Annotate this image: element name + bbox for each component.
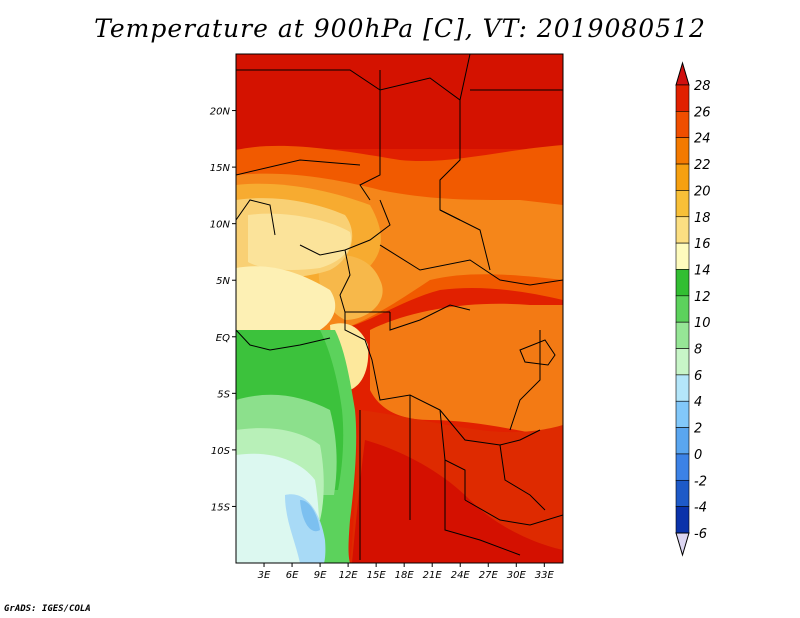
map-title: Temperature at 900hPa [C], VT: 201908051…: [94, 14, 706, 43]
colorbar-swatch: [675, 137, 690, 165]
lat-tick-label: 20N: [210, 107, 231, 118]
lon-tick-label: 6E: [286, 570, 299, 581]
colorbar-swatch: [675, 216, 690, 244]
colorbar-top-arrow: [675, 61, 690, 86]
lat-tick-label: 15N: [210, 163, 231, 174]
country-borders: [236, 54, 563, 560]
colorbar-level-label: 8: [694, 343, 702, 358]
colorbar-swatch: [675, 111, 690, 139]
lon-tick-label: 33E: [535, 570, 555, 581]
colorbar-level-label: -2: [694, 474, 707, 489]
lon-tick-label: 3E: [258, 570, 271, 581]
colorbar-level-label: 2: [694, 422, 702, 437]
colorbar-swatch: [675, 190, 690, 218]
colorbar-level-label: 4: [694, 395, 702, 410]
colorbar-level-label: 16: [694, 237, 711, 252]
colorbar-swatch: [675, 427, 690, 455]
colorbar-level-label: 22: [694, 158, 711, 173]
colorbar-swatch: [675, 242, 690, 270]
colorbar-swatch: [675, 84, 690, 112]
lat-tick-label: 15S: [211, 502, 231, 513]
colorbar-swatch: [675, 453, 690, 481]
lat-tick-label: 5N: [216, 276, 230, 287]
lon-tick-label: 9E: [314, 570, 327, 581]
lon-tick-label: 18E: [395, 570, 415, 581]
lat-tick-label: 5S: [217, 389, 230, 400]
colorbar-level-label: 10: [694, 316, 711, 331]
colorbar-swatch: [675, 479, 690, 507]
grads-credit: GrADS: IGES/COLA: [4, 604, 91, 614]
colorbar-swatch: [675, 400, 690, 428]
colorbar-level-label: 28: [694, 79, 711, 94]
lat-tick-label: 10S: [211, 446, 231, 457]
colorbar-level-label: -4: [694, 501, 707, 516]
lon-tick-label: 27E: [479, 570, 499, 581]
colorbar-level-label: -6: [694, 527, 707, 542]
colorbar-swatch: [675, 348, 690, 376]
latitude-axis: 20N 15N 10N 5N EQ 5S 10S 15S: [210, 107, 236, 513]
colorbar-swatch: [675, 321, 690, 349]
colorbar-level-label: 14: [694, 263, 711, 278]
longitude-axis: 3E 6E 9E 12E 15E 18E 21E 24E 27E 30E 33E: [258, 563, 555, 581]
lon-tick-label: 12E: [339, 570, 359, 581]
colorbar-level-label: 26: [694, 105, 711, 120]
colorbar-level-label: 24: [694, 132, 711, 147]
lon-tick-label: 15E: [367, 570, 387, 581]
colorbar-level-label: 0: [694, 448, 702, 463]
colorbar-bottom-arrow: [675, 532, 690, 557]
colorbar-level-label: 6: [694, 369, 702, 384]
colorbar-swatch: [675, 163, 690, 191]
colorbar-level-label: 20: [694, 184, 711, 199]
lon-tick-label: 30E: [507, 570, 527, 581]
map-frame: [235, 53, 564, 564]
colorbar-level-label: 12: [694, 290, 711, 305]
colorbar-level-label: 18: [694, 211, 711, 226]
temperature-field: [236, 54, 563, 563]
lon-tick-label: 21E: [423, 570, 443, 581]
lon-tick-label: 24E: [451, 570, 471, 581]
lat-tick-label: EQ: [216, 333, 230, 344]
colorbar-swatch: [675, 506, 690, 534]
colorbar-swatch: [675, 269, 690, 297]
colorbar-swatch: [675, 295, 690, 323]
colorbar-swatch: [675, 374, 690, 402]
lat-tick-label: 10N: [210, 220, 231, 231]
